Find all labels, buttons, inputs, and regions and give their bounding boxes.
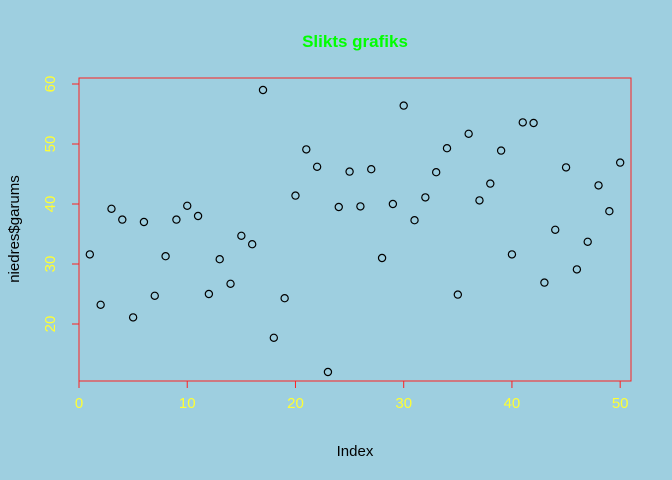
data-points — [85, 85, 625, 377]
y-tick-label: 30 — [42, 256, 59, 273]
data-point — [615, 158, 625, 167]
data-point — [583, 237, 592, 246]
data-point — [226, 279, 235, 288]
data-point — [161, 252, 170, 261]
data-point — [118, 215, 127, 224]
y-axis: 20 30 40 50 60 — [42, 76, 80, 333]
data-point — [312, 162, 322, 171]
data-point — [594, 181, 603, 190]
data-point — [128, 313, 138, 322]
chart-title: Slikts grafiks — [302, 32, 408, 51]
data-point — [540, 278, 549, 287]
data-point — [345, 167, 354, 176]
data-point — [291, 191, 300, 200]
x-tick-label: 20 — [287, 395, 304, 412]
x-tick-label: 10 — [179, 395, 196, 412]
data-point — [399, 101, 408, 110]
data-point — [605, 206, 614, 216]
data-point — [107, 204, 116, 213]
data-point — [410, 215, 419, 225]
x-tick-label: 40 — [504, 395, 521, 412]
data-point — [551, 225, 560, 234]
data-point — [496, 146, 506, 155]
data-point — [247, 239, 257, 249]
data-point — [269, 333, 279, 342]
data-point — [442, 143, 452, 153]
data-point — [561, 163, 571, 172]
data-point — [475, 196, 484, 205]
y-tick-label: 20 — [42, 316, 59, 333]
plot-box — [78, 77, 632, 382]
data-point — [258, 85, 268, 95]
data-point — [96, 300, 105, 309]
y-tick-label: 60 — [42, 76, 59, 93]
data-point — [193, 211, 203, 221]
data-point — [572, 265, 582, 274]
x-tick-label: 0 — [75, 395, 83, 412]
x-tick-label: 30 — [395, 395, 412, 412]
data-point — [334, 202, 343, 212]
data-point — [518, 118, 527, 127]
data-point — [453, 290, 463, 299]
data-point — [237, 231, 246, 240]
data-point — [421, 193, 430, 202]
y-axis-label: niedres$garums — [6, 175, 23, 283]
data-point — [356, 202, 365, 211]
data-point — [431, 167, 441, 177]
data-point — [183, 201, 192, 210]
data-point — [85, 250, 95, 259]
data-point — [507, 250, 517, 259]
x-tick-label: 50 — [612, 395, 629, 412]
data-point — [388, 199, 398, 209]
x-axis: 0 10 20 30 40 50 — [75, 380, 629, 412]
data-point — [302, 145, 311, 154]
data-point — [529, 118, 538, 128]
data-point — [139, 217, 149, 227]
y-tick-label: 50 — [42, 136, 59, 153]
data-point — [204, 289, 214, 299]
data-point — [172, 215, 181, 224]
data-point — [280, 294, 289, 303]
x-axis-label: Index — [337, 443, 374, 460]
data-point — [323, 367, 333, 377]
data-point — [215, 255, 224, 264]
data-point — [367, 164, 376, 174]
data-point — [464, 129, 473, 138]
data-point — [150, 291, 159, 300]
data-point — [486, 179, 495, 188]
data-point — [377, 253, 387, 263]
y-tick-label: 40 — [42, 196, 59, 213]
